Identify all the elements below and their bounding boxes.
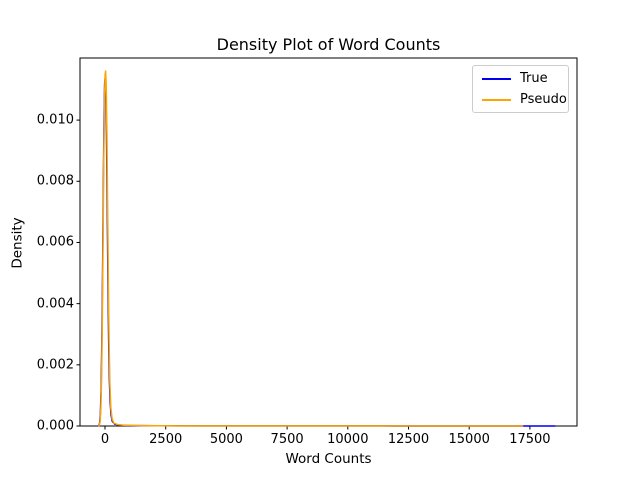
x-tick-label: 15000 bbox=[448, 432, 490, 447]
x-axis-label: Word Counts bbox=[285, 451, 372, 467]
y-tick-label: 0.008 bbox=[36, 173, 74, 189]
legend-line-true bbox=[482, 77, 511, 80]
legend-line-pseudo bbox=[482, 98, 511, 101]
y-tick-label: 0.000 bbox=[36, 418, 74, 434]
x-tick-label: 7500 bbox=[270, 432, 304, 447]
series-line-pseudo bbox=[97, 70, 524, 427]
x-tick-label: 17500 bbox=[509, 432, 551, 447]
y-tick-label: 0.006 bbox=[36, 234, 74, 250]
x-tick-label: 5000 bbox=[209, 432, 243, 447]
chart-title: Density Plot of Word Counts bbox=[216, 35, 441, 54]
series-line-true bbox=[97, 76, 556, 427]
legend-item-pseudo: Pseudo bbox=[482, 92, 567, 107]
x-tick-label: 0 bbox=[100, 432, 110, 447]
x-tick-label: 10000 bbox=[327, 432, 369, 447]
x-tick-label: 12500 bbox=[387, 432, 430, 447]
y-tick-label: 0.010 bbox=[36, 112, 74, 128]
y-tick-label: 0.004 bbox=[36, 296, 74, 312]
y-axis-label: Density bbox=[9, 217, 26, 269]
x-tick-label: 2500 bbox=[149, 432, 183, 447]
legend: True Pseudo bbox=[472, 65, 569, 113]
legend-label: True bbox=[520, 71, 548, 86]
legend-label: Pseudo bbox=[520, 92, 567, 107]
axes-spines bbox=[79, 57, 578, 427]
legend-item-true: True bbox=[482, 71, 560, 86]
y-tick-label: 0.002 bbox=[36, 357, 74, 373]
